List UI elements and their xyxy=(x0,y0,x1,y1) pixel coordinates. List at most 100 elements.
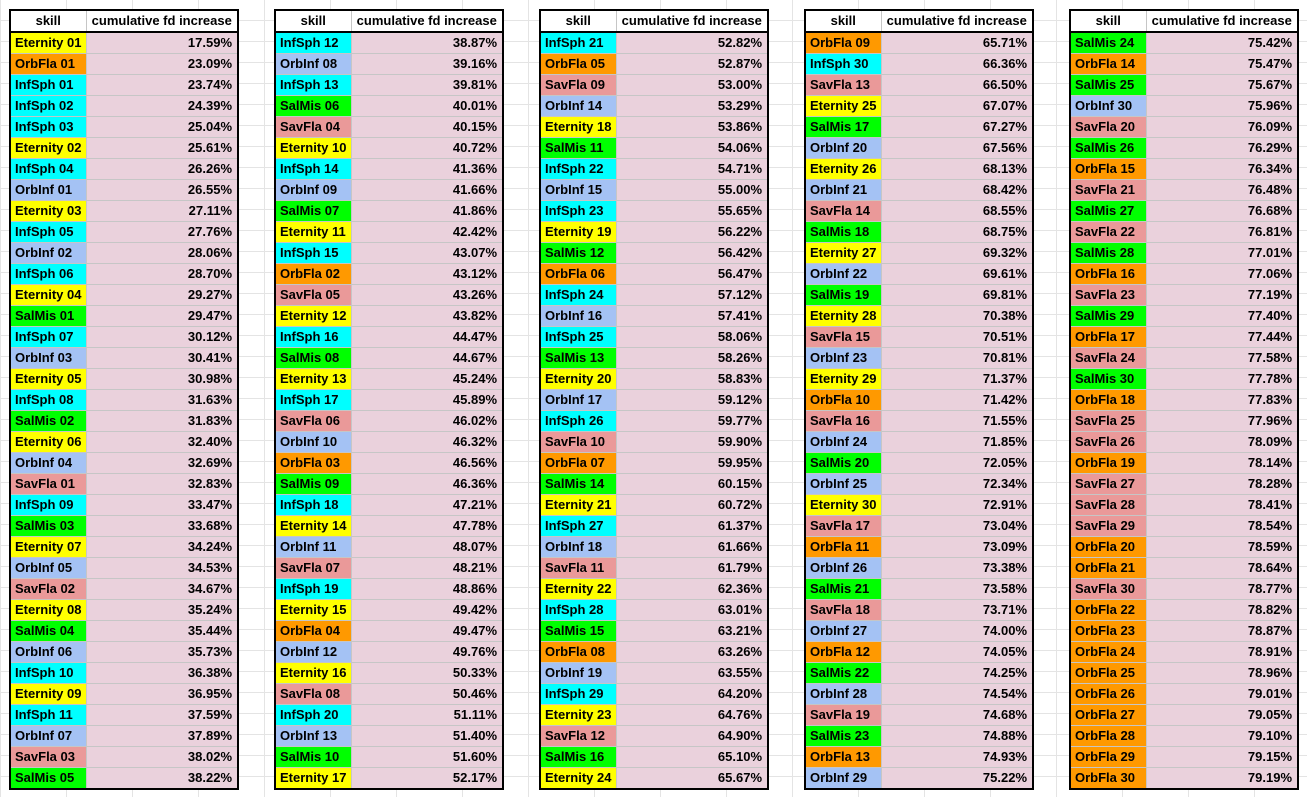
value-cell[interactable]: 74.88% xyxy=(880,725,1034,747)
skill-cell[interactable]: InfSph 20 xyxy=(274,704,352,726)
skill-cell[interactable]: OrbFla 03 xyxy=(274,452,352,474)
value-cell[interactable]: 41.66% xyxy=(350,179,504,201)
skill-cell[interactable]: InfSph 29 xyxy=(539,683,617,705)
skill-cell[interactable]: OrbFla 08 xyxy=(539,641,617,663)
skill-cell[interactable]: OrbInf 04 xyxy=(9,452,87,474)
skill-cell[interactable]: OrbFla 20 xyxy=(1069,536,1147,558)
skill-cell[interactable]: InfSph 06 xyxy=(9,263,87,285)
skill-cell[interactable]: Eternity 10 xyxy=(274,137,352,159)
skill-cell[interactable]: Eternity 29 xyxy=(804,368,882,390)
skill-cell[interactable]: SalMis 28 xyxy=(1069,242,1147,264)
skill-cell[interactable]: SavFla 28 xyxy=(1069,494,1147,516)
value-cell[interactable]: 60.15% xyxy=(615,473,769,495)
value-cell[interactable]: 75.22% xyxy=(880,767,1034,790)
value-header-cell[interactable]: cumulative fd increase xyxy=(1145,9,1299,33)
skill-cell[interactable]: SavFla 14 xyxy=(804,200,882,222)
skill-cell[interactable]: OrbFla 27 xyxy=(1069,704,1147,726)
skill-cell[interactable]: SalMis 05 xyxy=(9,767,87,790)
value-cell[interactable]: 67.56% xyxy=(880,137,1034,159)
value-cell[interactable]: 61.37% xyxy=(615,515,769,537)
skill-cell[interactable]: OrbInf 27 xyxy=(804,620,882,642)
value-cell[interactable]: 47.78% xyxy=(350,515,504,537)
skill-cell[interactable]: InfSph 05 xyxy=(9,221,87,243)
value-cell[interactable]: 78.14% xyxy=(1145,452,1299,474)
value-cell[interactable]: 29.27% xyxy=(85,284,239,306)
skill-cell[interactable]: OrbFla 05 xyxy=(539,53,617,75)
value-cell[interactable]: 54.06% xyxy=(615,137,769,159)
skill-cell[interactable]: InfSph 02 xyxy=(9,95,87,117)
value-cell[interactable]: 75.96% xyxy=(1145,95,1299,117)
skill-cell[interactable]: OrbInf 02 xyxy=(9,242,87,264)
value-cell[interactable]: 27.76% xyxy=(85,221,239,243)
value-cell[interactable]: 76.29% xyxy=(1145,137,1299,159)
value-cell[interactable]: 49.47% xyxy=(350,620,504,642)
value-cell[interactable]: 79.10% xyxy=(1145,725,1299,747)
value-cell[interactable]: 48.86% xyxy=(350,578,504,600)
skill-cell[interactable]: SalMis 04 xyxy=(9,620,87,642)
skill-cell[interactable]: SalMis 08 xyxy=(274,347,352,369)
skill-cell[interactable]: SalMis 25 xyxy=(1069,74,1147,96)
value-cell[interactable]: 47.21% xyxy=(350,494,504,516)
skill-cell[interactable]: InfSph 11 xyxy=(9,704,87,726)
skill-cell[interactable]: SalMis 30 xyxy=(1069,368,1147,390)
value-cell[interactable]: 52.87% xyxy=(615,53,769,75)
value-cell[interactable]: 72.05% xyxy=(880,452,1034,474)
value-cell[interactable]: 67.07% xyxy=(880,95,1034,117)
skill-cell[interactable]: SalMis 07 xyxy=(274,200,352,222)
skill-cell[interactable]: OrbInf 21 xyxy=(804,179,882,201)
value-cell[interactable]: 57.41% xyxy=(615,305,769,327)
value-cell[interactable]: 79.05% xyxy=(1145,704,1299,726)
skill-cell[interactable]: SavFla 03 xyxy=(9,746,87,768)
value-cell[interactable]: 78.54% xyxy=(1145,515,1299,537)
skill-cell[interactable]: OrbInf 05 xyxy=(9,557,87,579)
value-cell[interactable]: 78.96% xyxy=(1145,662,1299,684)
skill-cell[interactable]: SalMis 13 xyxy=(539,347,617,369)
value-cell[interactable]: 69.81% xyxy=(880,284,1034,306)
skill-cell[interactable]: OrbFla 16 xyxy=(1069,263,1147,285)
skill-cell[interactable]: Eternity 02 xyxy=(9,137,87,159)
value-cell[interactable]: 74.25% xyxy=(880,662,1034,684)
value-cell[interactable]: 58.06% xyxy=(615,326,769,348)
value-cell[interactable]: 39.81% xyxy=(350,74,504,96)
skill-cell[interactable]: Eternity 01 xyxy=(9,31,87,54)
value-cell[interactable]: 64.76% xyxy=(615,704,769,726)
skill-cell[interactable]: SavFla 25 xyxy=(1069,410,1147,432)
value-cell[interactable]: 34.67% xyxy=(85,578,239,600)
skill-cell[interactable]: OrbFla 24 xyxy=(1069,641,1147,663)
skill-cell[interactable]: SalMis 18 xyxy=(804,221,882,243)
skill-cell[interactable]: SavFla 18 xyxy=(804,599,882,621)
value-cell[interactable]: 71.55% xyxy=(880,410,1034,432)
skill-cell[interactable]: OrbInf 25 xyxy=(804,473,882,495)
skill-cell[interactable]: OrbFla 26 xyxy=(1069,683,1147,705)
skill-cell[interactable]: InfSph 09 xyxy=(9,494,87,516)
skill-cell[interactable]: InfSph 15 xyxy=(274,242,352,264)
value-cell[interactable]: 48.21% xyxy=(350,557,504,579)
value-header-cell[interactable]: cumulative fd increase xyxy=(880,9,1034,33)
skill-cell[interactable]: Eternity 15 xyxy=(274,599,352,621)
skill-cell[interactable]: InfSph 27 xyxy=(539,515,617,537)
skill-cell[interactable]: Eternity 22 xyxy=(539,578,617,600)
skill-cell[interactable]: Eternity 16 xyxy=(274,662,352,684)
skill-cell[interactable]: OrbInf 08 xyxy=(274,53,352,75)
skill-cell[interactable]: SavFla 26 xyxy=(1069,431,1147,453)
value-cell[interactable]: 77.01% xyxy=(1145,242,1299,264)
skill-cell[interactable]: Eternity 20 xyxy=(539,368,617,390)
skill-cell[interactable]: SalMis 15 xyxy=(539,620,617,642)
skill-cell[interactable]: Eternity 24 xyxy=(539,767,617,790)
value-cell[interactable]: 78.64% xyxy=(1145,557,1299,579)
value-cell[interactable]: 74.00% xyxy=(880,620,1034,642)
skill-cell[interactable]: OrbInf 30 xyxy=(1069,95,1147,117)
skill-cell[interactable]: Eternity 09 xyxy=(9,683,87,705)
value-cell[interactable]: 33.47% xyxy=(85,494,239,516)
skill-cell[interactable]: SalMis 29 xyxy=(1069,305,1147,327)
skill-cell[interactable]: InfSph 04 xyxy=(9,158,87,180)
skill-cell[interactable]: InfSph 18 xyxy=(274,494,352,516)
skill-cell[interactable]: SavFla 06 xyxy=(274,410,352,432)
value-cell[interactable]: 69.61% xyxy=(880,263,1034,285)
skill-header-cell[interactable]: skill xyxy=(9,9,87,33)
value-cell[interactable]: 75.42% xyxy=(1145,31,1299,54)
value-cell[interactable]: 38.87% xyxy=(350,31,504,54)
value-cell[interactable]: 35.24% xyxy=(85,599,239,621)
value-cell[interactable]: 70.81% xyxy=(880,347,1034,369)
value-cell[interactable]: 74.54% xyxy=(880,683,1034,705)
